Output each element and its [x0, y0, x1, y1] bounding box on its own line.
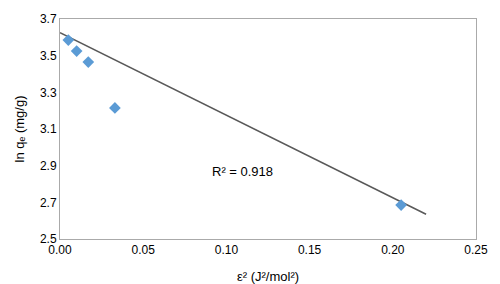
svg-text:2.9: 2.9	[40, 159, 57, 173]
svg-text:0.15: 0.15	[298, 243, 322, 257]
svg-text:3.3: 3.3	[40, 86, 57, 100]
svg-text:3.7: 3.7	[40, 12, 57, 26]
svg-text:ln qₑ (mg/g): ln qₑ (mg/g)	[12, 96, 27, 163]
svg-text:ε² (J²/mol²): ε² (J²/mol²)	[237, 269, 299, 284]
svg-text:R² = 0.918: R² = 0.918	[212, 164, 273, 179]
svg-text:3.5: 3.5	[40, 49, 57, 63]
svg-text:0.20: 0.20	[381, 243, 405, 257]
svg-text:0.00: 0.00	[48, 243, 72, 257]
svg-text:0.10: 0.10	[215, 243, 239, 257]
svg-text:2.5: 2.5	[40, 232, 57, 246]
svg-text:3.1: 3.1	[40, 122, 57, 136]
svg-text:0.25: 0.25	[464, 243, 488, 257]
svg-text:0.05: 0.05	[132, 243, 156, 257]
svg-text:2.7: 2.7	[40, 196, 57, 210]
